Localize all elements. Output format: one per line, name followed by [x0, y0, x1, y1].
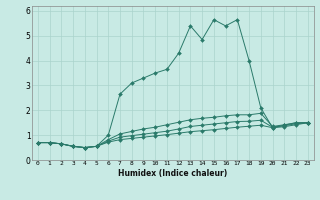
X-axis label: Humidex (Indice chaleur): Humidex (Indice chaleur) [118, 169, 228, 178]
